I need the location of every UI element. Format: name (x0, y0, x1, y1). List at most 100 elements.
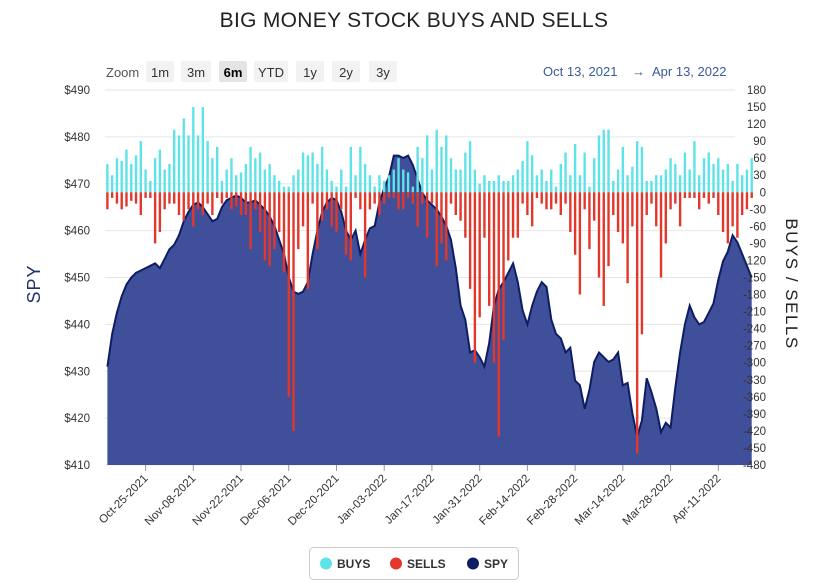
buy-bar (459, 169, 462, 193)
buy-bar (593, 158, 596, 193)
zoom-button-label[interactable]: 2y (339, 65, 353, 80)
legend-item-spy[interactable]: SPY (467, 557, 508, 571)
zoom-button-label[interactable]: 3m (187, 65, 205, 80)
sell-bar (258, 192, 262, 233)
zoom-button-3y[interactable]: 3y (369, 61, 397, 82)
legend-item-sells[interactable]: SELLS (390, 557, 446, 571)
buy-bar (492, 180, 496, 193)
zoom-button-3m[interactable]: 3m (181, 61, 211, 82)
sell-bar (158, 192, 162, 233)
zoom-button-bg[interactable] (296, 61, 324, 82)
sell-bar (177, 192, 181, 215)
buy-bar (626, 175, 629, 193)
zoom-button-1y[interactable]: 1y (296, 61, 324, 82)
buys-sells-bars (106, 107, 753, 454)
sell-bar (664, 192, 667, 244)
sell-bar (201, 192, 205, 215)
sell-bar (698, 192, 701, 210)
sell-bar (397, 192, 400, 210)
buy-bar (511, 175, 515, 193)
zoom-button-label[interactable]: 1m (151, 65, 169, 80)
buy-bar (430, 169, 434, 193)
buy-bar (373, 186, 376, 193)
zoom-button-bg[interactable] (254, 61, 288, 82)
sell-bar (278, 192, 281, 233)
legend-marker-spy (467, 557, 479, 570)
buy-bar (631, 166, 634, 193)
sell-bar (163, 192, 166, 210)
zoom-button-1m[interactable]: 1m (146, 61, 174, 82)
buy-bar (550, 169, 553, 193)
sell-bar (526, 192, 529, 215)
sell-bar (569, 192, 572, 233)
zoom-button-ytd[interactable]: YTD (254, 61, 288, 82)
buy-bar (683, 152, 687, 193)
sell-bar (516, 192, 520, 238)
legend-label[interactable]: BUYS (337, 557, 370, 571)
x-tick-label: Jan-03-2022 (335, 473, 389, 527)
y-right-tick-label: 150 (747, 102, 766, 114)
sell-bar (473, 192, 477, 363)
sell-bar (745, 192, 749, 210)
y-left-tick-label: $410 (64, 460, 90, 472)
sell-bar (249, 192, 252, 250)
buy-bar (545, 180, 548, 193)
y-right-tick-label: 60 (753, 153, 766, 165)
zoom-button-bg[interactable] (181, 61, 211, 82)
sell-bar (416, 192, 419, 227)
y-right-tick-label: -450 (743, 443, 766, 455)
sell-bar (149, 192, 152, 198)
zoom-button-bg[interactable] (369, 61, 397, 82)
y-right-tick-label: 120 (747, 119, 766, 131)
buy-bar (750, 158, 753, 193)
sell-bar (583, 192, 586, 210)
buy-bar (483, 175, 486, 193)
sell-bar (268, 192, 271, 267)
buy-bar (445, 135, 448, 193)
buy-bar (192, 107, 195, 193)
buy-bar (507, 180, 510, 193)
buy-bar (106, 163, 109, 193)
zoom-button-label[interactable]: 1y (303, 65, 317, 80)
sell-bar (263, 192, 267, 261)
y-right-tick-label: 0 (760, 187, 766, 199)
zoom-button-bg[interactable] (146, 61, 174, 82)
zoom-button-bg[interactable] (219, 61, 247, 82)
legend-label[interactable]: SELLS (407, 557, 446, 571)
sell-bar (573, 192, 577, 255)
zoom-button-2y[interactable]: 2y (332, 61, 360, 82)
sell-bar (521, 192, 524, 204)
buy-bar (602, 129, 605, 193)
buy-bar (173, 129, 176, 193)
range-from[interactable]: Oct 13, 2021 (543, 64, 617, 79)
buy-bar (607, 129, 610, 193)
legend-item-buys[interactable]: BUYS (320, 557, 370, 571)
zoom-button-label[interactable]: 3y (376, 65, 390, 80)
sell-bar (344, 192, 348, 255)
buy-bar (559, 163, 562, 193)
sell-bar (612, 192, 615, 215)
sell-bar (144, 192, 147, 198)
sell-bar (545, 192, 548, 210)
y-left-tick-label: $440 (64, 319, 90, 331)
range-to[interactable]: Apr 13, 2022 (652, 64, 726, 79)
buy-bar (421, 158, 424, 193)
date-range: Oct 13, 2021 → Apr 13, 2022 (543, 64, 726, 79)
buy-bar (526, 141, 529, 193)
x-axis: Oct-25-2021Nov-08-2021Nov-22-2021Dec-06-… (97, 465, 723, 528)
buy-bar (464, 152, 467, 193)
zoom-button-6m[interactable]: 6m (219, 61, 247, 82)
legend-label[interactable]: SPY (484, 557, 508, 571)
buy-bar (268, 163, 271, 193)
buy-bar (278, 180, 281, 193)
sell-bar (645, 192, 648, 215)
zoom-button-label[interactable]: YTD (258, 65, 284, 80)
buy-bar (230, 158, 233, 193)
buy-bar (282, 186, 286, 193)
y-axis-left: $490 $480 $470 $460 $450 $440 $430 $420 $410 (64, 85, 90, 472)
zoom-button-label[interactable]: 6m (224, 65, 243, 80)
buy-bar (387, 175, 391, 193)
buy-bar (125, 149, 128, 193)
zoom-button-bg[interactable] (332, 61, 360, 82)
